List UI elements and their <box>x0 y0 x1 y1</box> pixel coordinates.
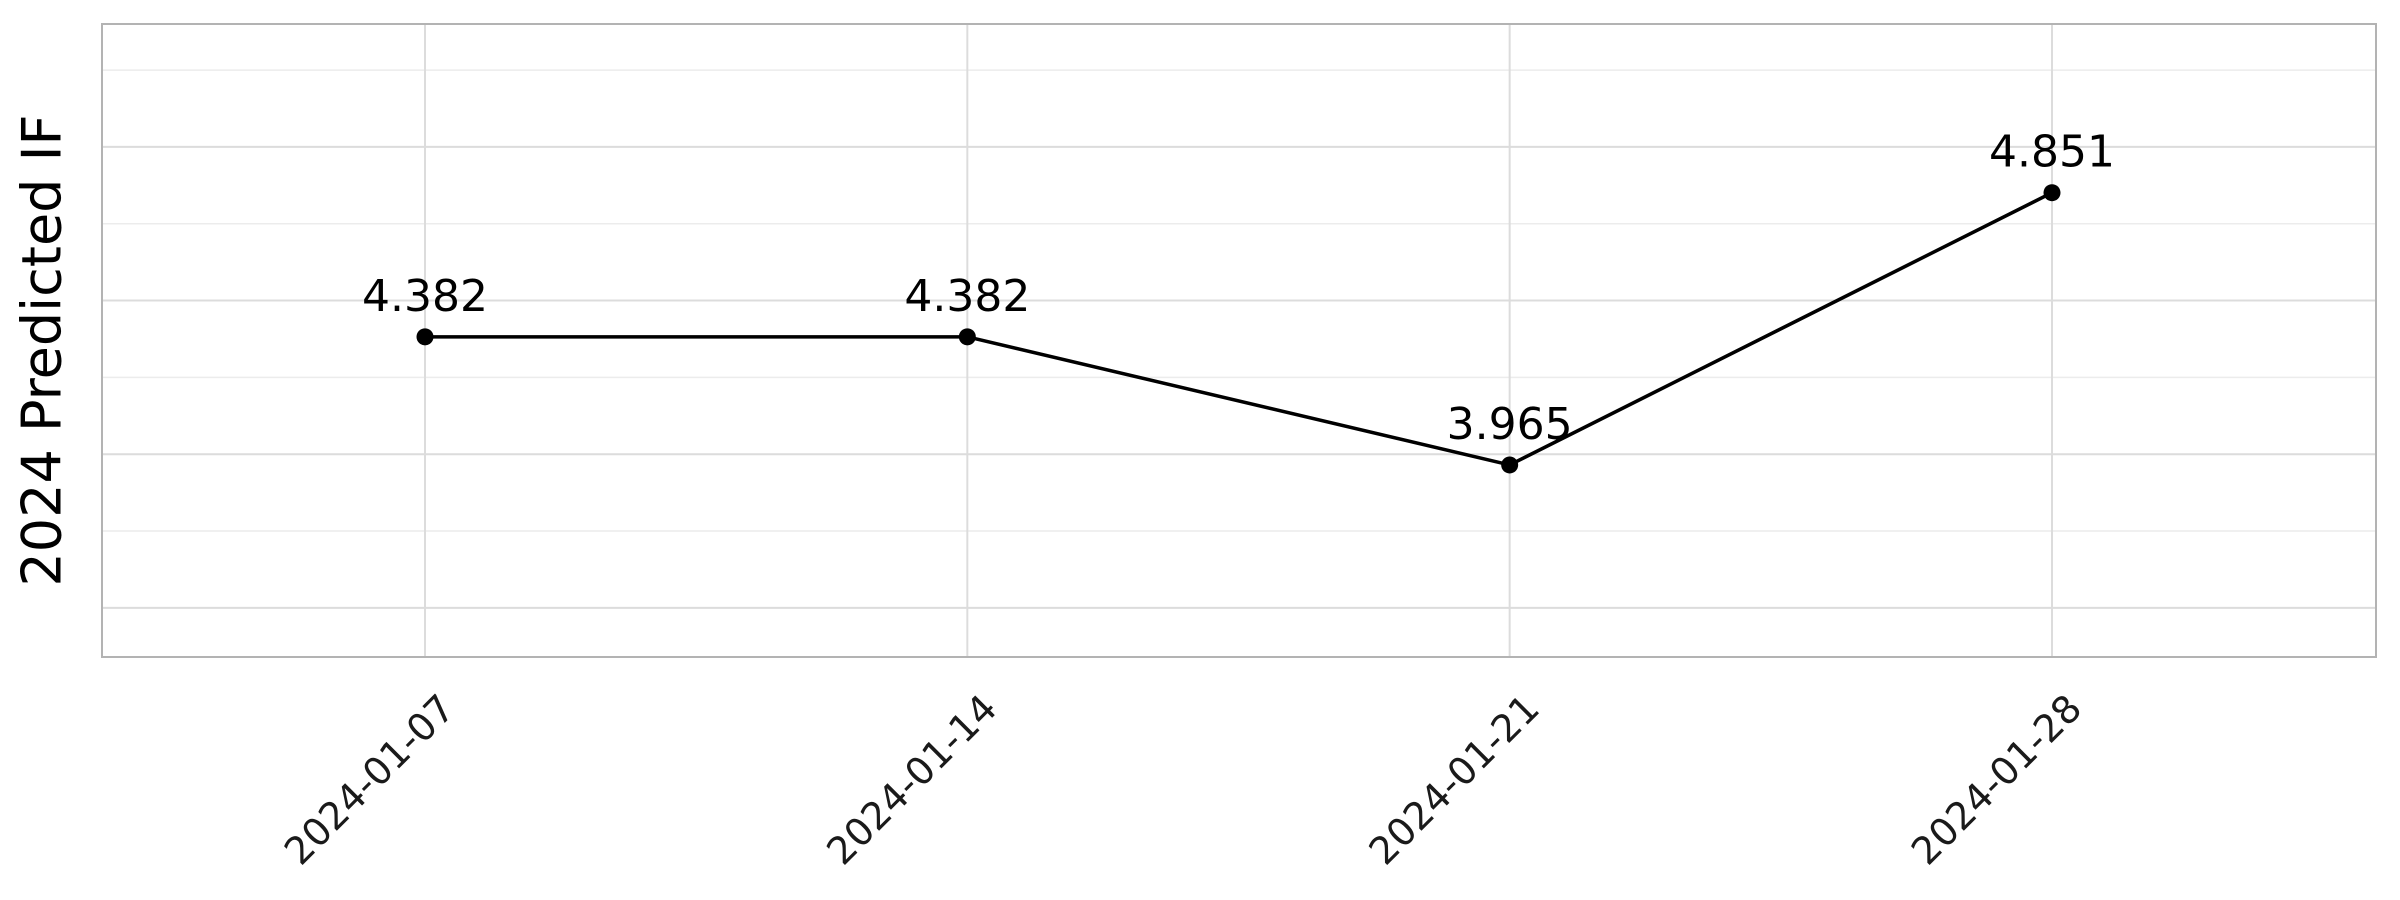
y-axis-title: 2024 Predicted IF <box>11 114 74 586</box>
series-layer <box>425 191 2053 467</box>
data-point-2024-01-07 <box>416 328 434 346</box>
data-label-2024-01-07: 4.382 <box>362 271 488 322</box>
data-label-2024-01-14: 4.382 <box>904 271 1030 322</box>
data-label-2024-01-28: 4.851 <box>1989 127 2115 178</box>
plot-panel-border <box>101 23 2377 658</box>
data-labels: 4.382 4.382 3.965 4.851 <box>362 127 2115 450</box>
data-point-2024-01-14 <box>958 328 976 346</box>
data-label-2024-01-21: 3.965 <box>1447 399 1573 450</box>
points-layer <box>416 184 2061 474</box>
series-line <box>425 191 2053 467</box>
data-point-2024-01-21 <box>1501 456 1519 474</box>
data-point-2024-01-28 <box>2043 184 2061 202</box>
